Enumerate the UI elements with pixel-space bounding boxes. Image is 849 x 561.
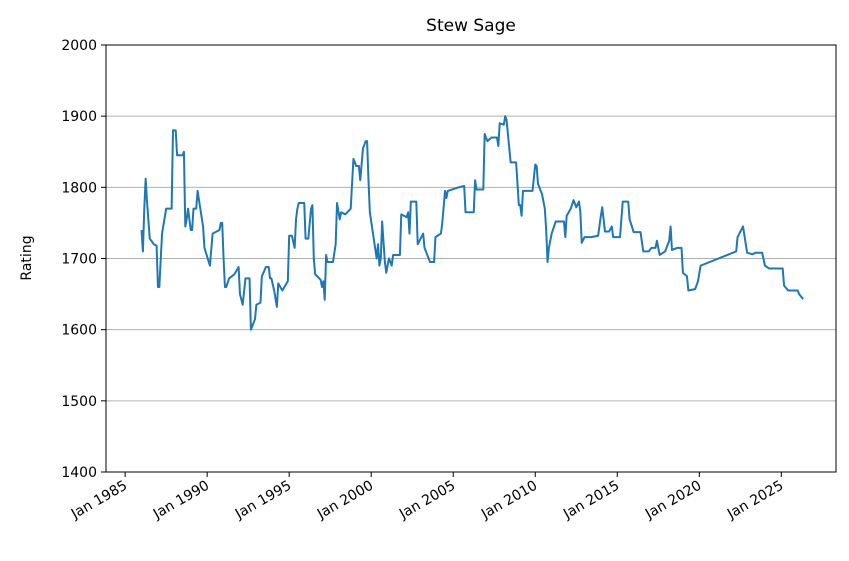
y-tick-label: 1800	[61, 180, 97, 196]
plot-frame	[105, 44, 837, 473]
y-tick-label: 1700	[61, 252, 97, 268]
x-tick-label: Jan 2000	[314, 478, 376, 523]
rating-line	[140, 115, 804, 331]
x-tick-label: Jan 1995	[232, 478, 294, 523]
chart-title: Stew Sage	[426, 16, 516, 36]
x-tick-label: Jan 2025	[724, 478, 786, 523]
x-tick-label: Jan 1985	[68, 478, 130, 523]
x-tick-label: Jan 2020	[642, 478, 704, 523]
y-tick-label: 1900	[61, 109, 97, 125]
x-tick-label: Jan 1990	[150, 478, 212, 523]
x-tick-label: Jan 2015	[560, 478, 622, 523]
y-tick-label: 1600	[61, 323, 97, 339]
y-tick-label: 1500	[61, 394, 97, 410]
y-axis-label: Rating	[19, 235, 35, 280]
x-tick-label: Jan 2010	[478, 478, 540, 523]
y-tick-label: 1400	[61, 465, 97, 481]
x-tick-label: Jan 2005	[396, 478, 458, 523]
y-tick-label: 2000	[61, 38, 97, 54]
